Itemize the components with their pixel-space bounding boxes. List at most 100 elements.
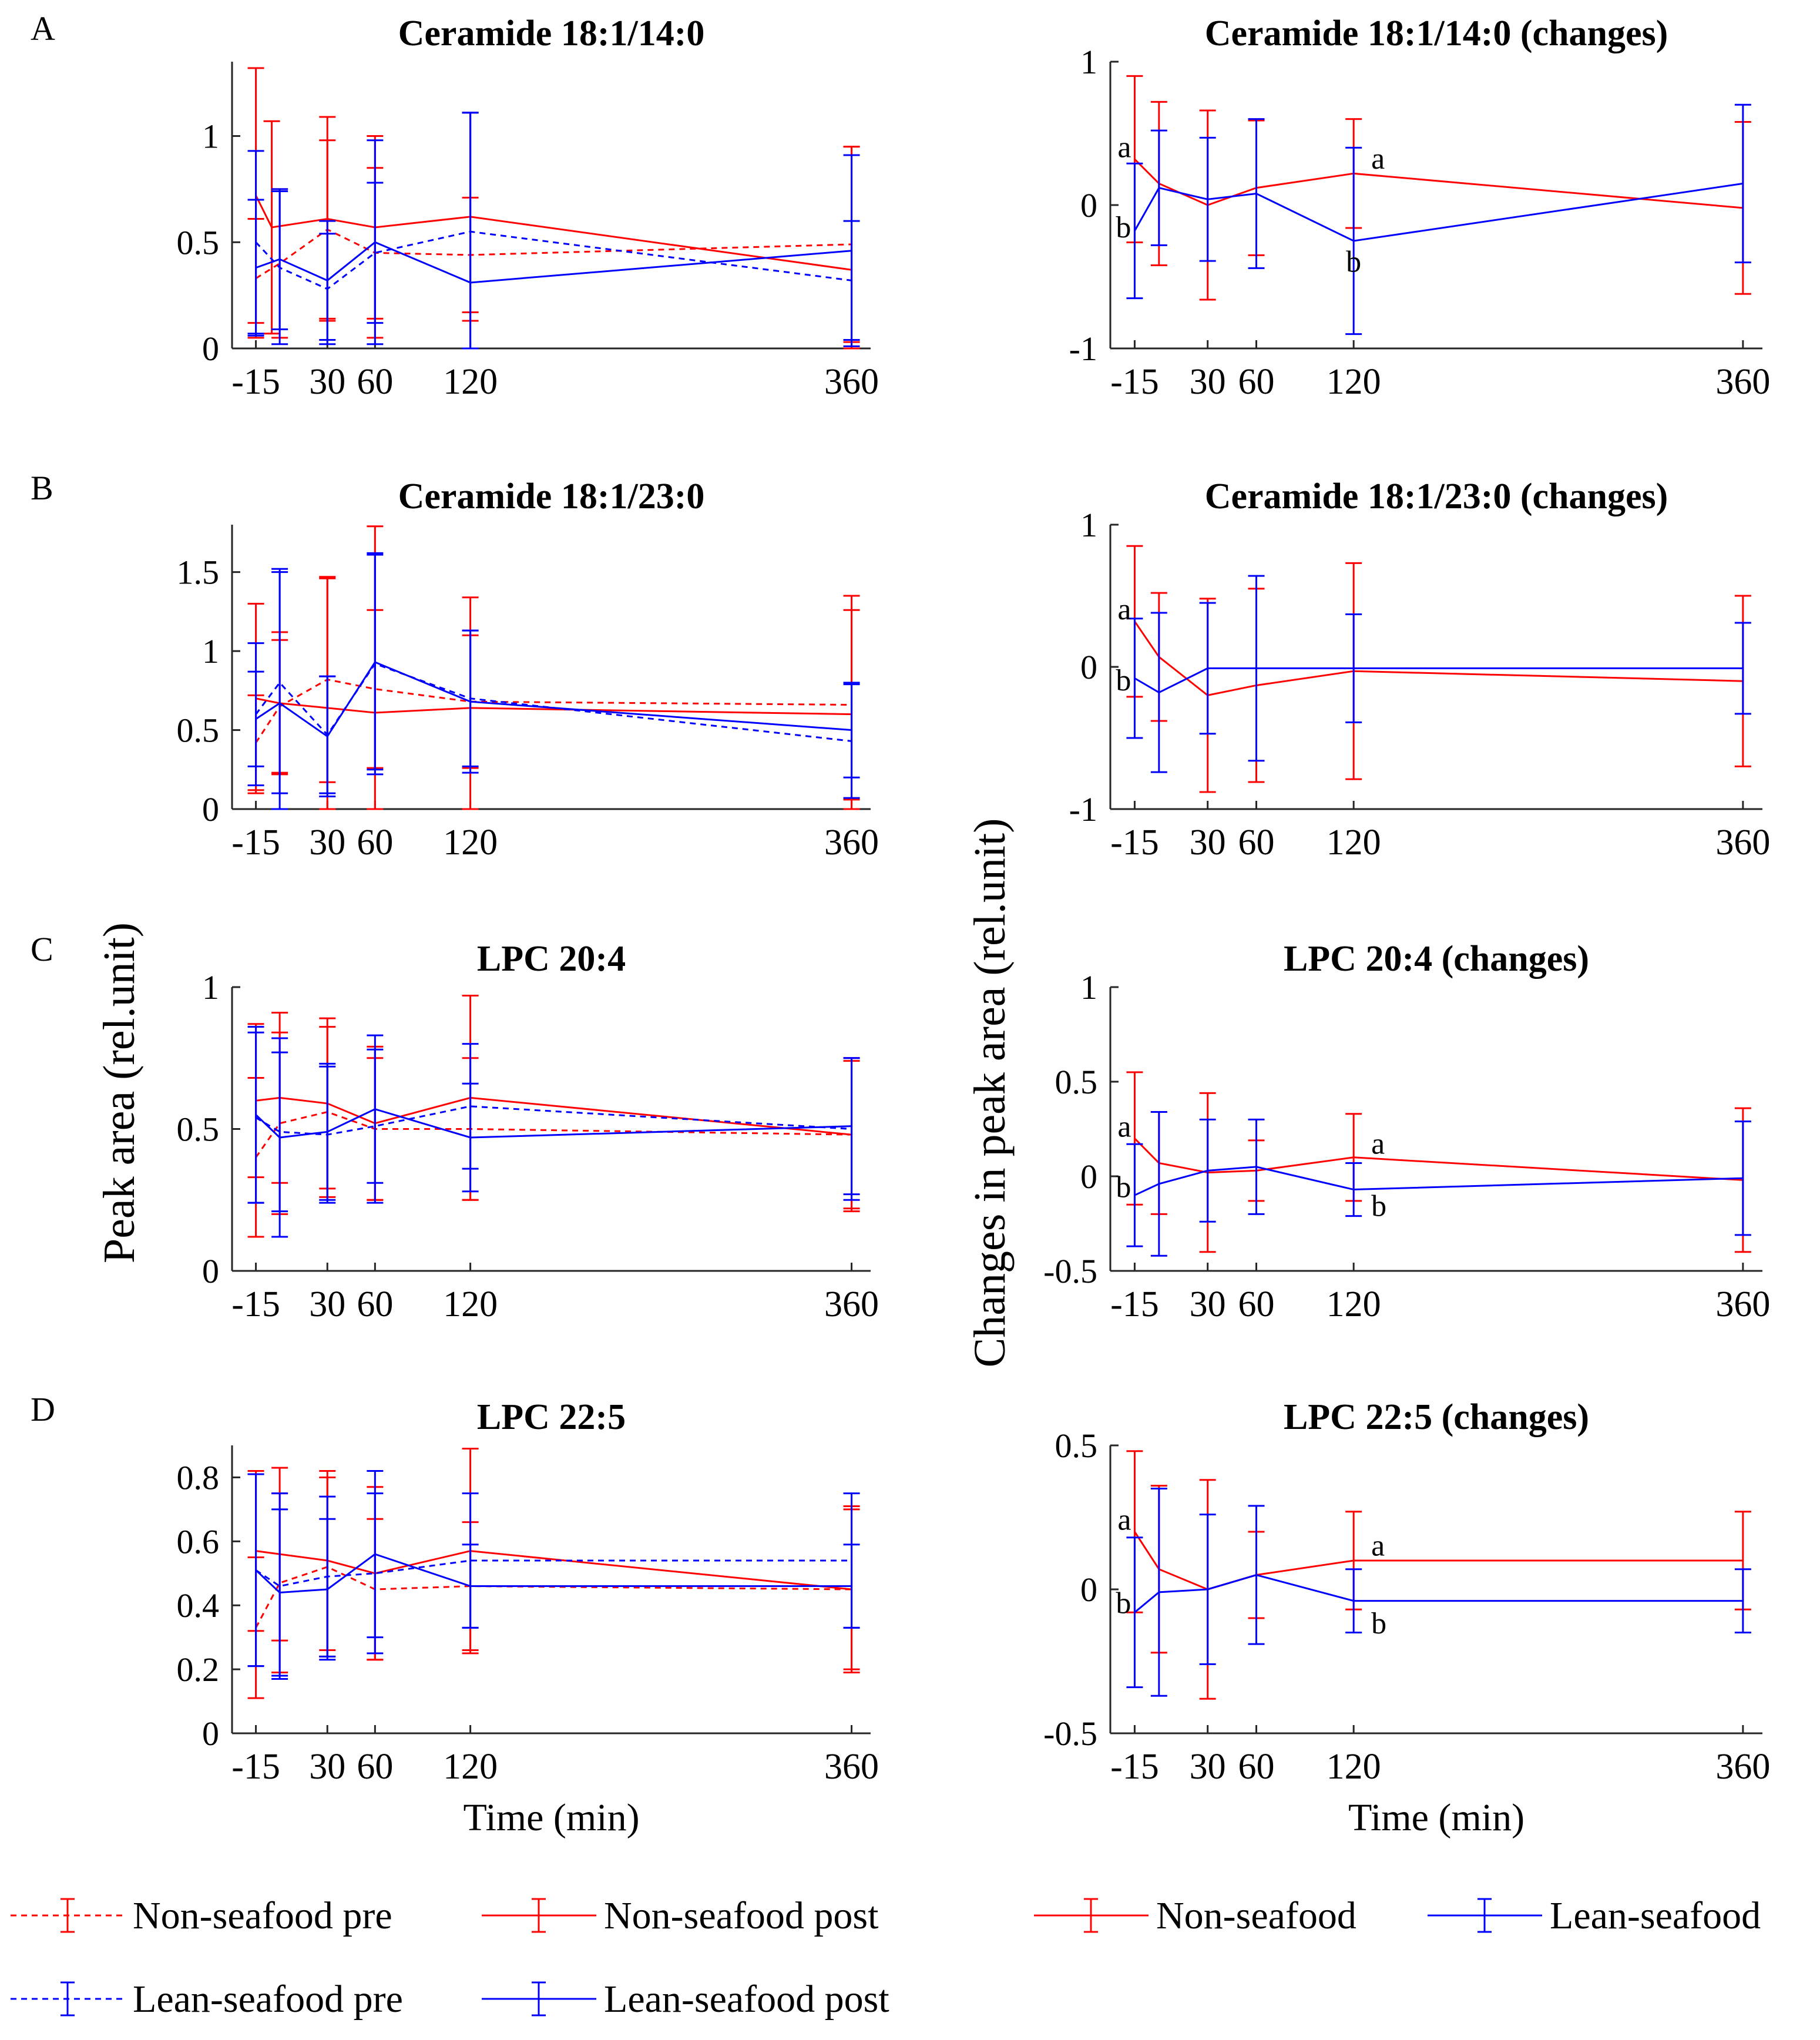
chart-title: LPC 22:5 <box>477 1397 626 1437</box>
series-line <box>1134 1166 1743 1196</box>
y-tick-label: 1 <box>1080 43 1097 81</box>
series-non-seafood-post <box>247 525 860 810</box>
significance-label: b <box>1116 1587 1131 1620</box>
x-tick-label: 60 <box>357 1747 393 1787</box>
series-line <box>255 1566 852 1629</box>
series-non-seafood <box>1126 1071 1751 1253</box>
series-lean-seafood <box>1126 575 1751 773</box>
series-line <box>1134 667 1743 694</box>
series-line <box>255 1553 852 1593</box>
chart-panel-b-peak: Ceramide 18:1/23:0 0 0.5 1 1.5 -15 30 60 120 360 B <box>31 469 879 863</box>
significance-label: b <box>1346 246 1361 279</box>
significance-label: a <box>1117 593 1131 626</box>
x-tick-label: 30 <box>1190 1747 1226 1787</box>
series-line <box>255 1108 852 1139</box>
y-tick-label: 1 <box>1080 968 1097 1006</box>
x-tick-label: 30 <box>309 1747 345 1787</box>
x-tick-label: 360 <box>1715 823 1770 863</box>
y-tick-label: 1.5 <box>177 553 220 592</box>
x-tick-label: -15 <box>1110 362 1159 402</box>
chart-panel-d-peak: LPC 22:5 0 0.2 0.4 0.6 0.8 -15 30 60 120 360 Time (… <box>31 1390 879 1839</box>
chart-title: Ceramide 18:1/23:0 (changes) <box>1205 477 1668 516</box>
y-tick-label: 0 <box>1080 186 1097 224</box>
series-lean-seafood <box>1126 103 1751 335</box>
series-lean-seafood-post <box>247 112 860 350</box>
y-tick-label: 0.5 <box>1055 1063 1098 1101</box>
series-lean-seafood <box>1126 1111 1751 1257</box>
x-tick-label: 30 <box>309 823 345 863</box>
chart-title: Ceramide 18:1/23:0 <box>398 477 705 516</box>
chart-panel-c-peak: LPC 20:4 0 0.5 1 -15 30 60 120 360 C <box>31 930 879 1324</box>
x-tick-label: -15 <box>1110 823 1159 863</box>
significance-label: b <box>1116 211 1131 244</box>
series-line <box>1134 1531 1743 1591</box>
x-tick-label: 120 <box>443 1284 498 1324</box>
x-tick-label: 60 <box>1238 823 1275 863</box>
significance-label: a <box>1371 1127 1385 1160</box>
chart-panel-c-changes: LPC 20:4 (changes) -0.5 0 0.5 1 -15 30 60 120 360… <box>1043 939 1770 1324</box>
chart-title: LPC 20:4 (changes) <box>1284 939 1589 979</box>
significance-label: a <box>1371 142 1385 176</box>
series-line <box>256 1096 852 1136</box>
legend-item-lean-seafood: Lean-seafood <box>1428 1894 1761 1937</box>
y-tick-label: 1 <box>1080 506 1097 544</box>
x-tick-label: 30 <box>309 1284 345 1324</box>
y-tick-label: -0.5 <box>1043 1252 1097 1290</box>
y-tick-label: 0 <box>1080 648 1097 686</box>
y-tick-label: -0.5 <box>1043 1714 1097 1753</box>
x-tick-label: 360 <box>1715 1747 1770 1787</box>
x-tick-label: 360 <box>824 362 879 402</box>
series-line <box>1134 620 1743 697</box>
y-axis-label-peak: Peak area (rel.unit) <box>95 922 144 1263</box>
significance-label: b <box>1371 1607 1386 1640</box>
series-line <box>255 195 852 271</box>
series-line <box>255 230 852 290</box>
y-tick-label: 1 <box>202 632 219 670</box>
y-tick-label: -1 <box>1069 330 1097 368</box>
x-tick-label: 30 <box>1190 1284 1226 1324</box>
x-tick-label: 30 <box>309 362 345 402</box>
series-line <box>255 661 852 738</box>
series-non-seafood-post <box>247 1447 860 1670</box>
significance-label: b <box>1116 664 1131 697</box>
y-tick-label: 0 <box>202 1714 219 1753</box>
significance-label: b <box>1116 1170 1131 1204</box>
series-non-seafood-post <box>247 67 860 350</box>
x-tick-label: 360 <box>824 1284 879 1324</box>
chart-title: Ceramide 18:1/14:0 <box>398 14 705 53</box>
significance-label: a <box>1371 1529 1385 1563</box>
x-tick-label: 360 <box>1715 362 1770 402</box>
x-tick-label: 360 <box>1715 1284 1770 1324</box>
series-line <box>1134 158 1743 209</box>
legend-label: Lean-seafood <box>1550 1894 1761 1937</box>
y-tick-label: 0 <box>1080 1571 1097 1609</box>
y-tick-label: 0 <box>1080 1157 1097 1196</box>
x-tick-label: 120 <box>1327 1284 1381 1324</box>
y-tick-label: 0 <box>202 790 219 828</box>
significance-label: a <box>1117 130 1131 164</box>
panel-letter-d: D <box>31 1390 55 1428</box>
x-tick-label: -15 <box>231 1747 280 1787</box>
x-tick-label: 360 <box>824 823 879 863</box>
chart-panel-a-changes: Ceramide 18:1/14:0 (changes) -1 0 1 -15 30 60 1… <box>1069 14 1771 402</box>
series-line <box>256 1550 852 1591</box>
x-axis-label: Time (min) <box>1348 1796 1524 1839</box>
x-tick-label: 120 <box>1327 362 1381 402</box>
y-tick-label: 0.6 <box>177 1522 220 1561</box>
x-tick-label: -15 <box>231 362 280 402</box>
chart-panel-a-peak: Ceramide 18:1/14:0 0 0.5 1 -15 30 60 120 360 A <box>31 9 879 402</box>
chart-title: LPC 20:4 <box>477 939 626 979</box>
x-tick-label: -15 <box>231 1284 280 1324</box>
legend-item-non-seafood-pre: Non-seafood pre <box>11 1894 392 1937</box>
series-lean-seafood-post <box>247 553 860 810</box>
significance-label: a <box>1117 1110 1131 1143</box>
x-tick-label: 60 <box>357 362 393 402</box>
x-tick-label: 120 <box>1327 1747 1381 1787</box>
y-tick-label: 0 <box>202 1252 219 1290</box>
x-tick-label: 60 <box>357 823 393 863</box>
x-tick-label: 60 <box>1238 1284 1275 1324</box>
x-tick-label: -15 <box>1110 1747 1159 1787</box>
x-tick-label: 60 <box>1238 362 1275 402</box>
series-lean-seafood-pre <box>247 1473 860 1680</box>
